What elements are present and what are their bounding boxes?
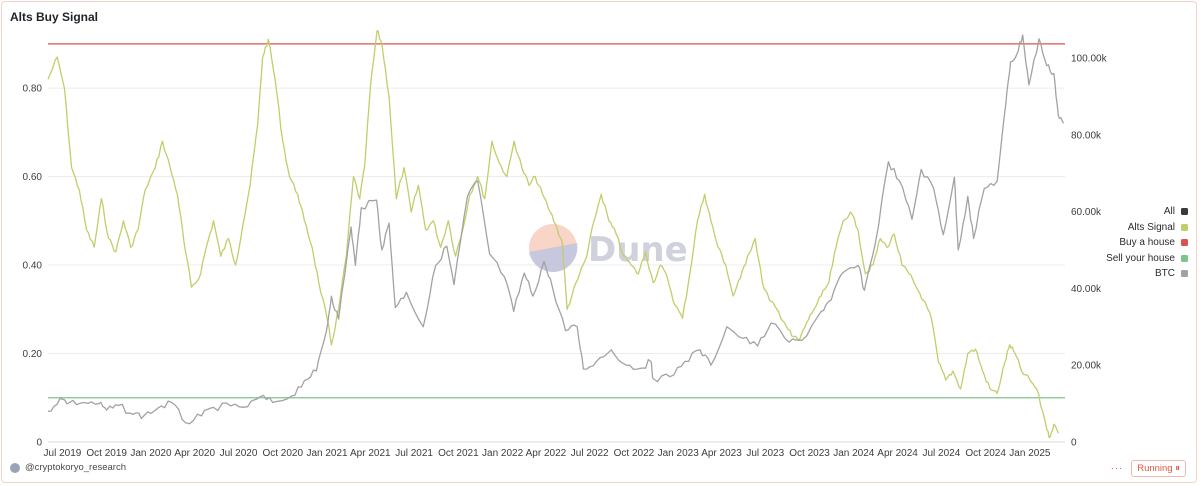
dune-watermark: Dune	[529, 224, 688, 272]
legend-item[interactable]: Buy a house	[1106, 235, 1188, 251]
x-axis: Jul 2019 Oct 2019 Jan 2020 Apr 2020 Jul 2020…	[44, 448, 1051, 459]
x-tick-label: Jul 2023	[746, 448, 784, 459]
legend-label: BTC	[1155, 268, 1175, 280]
x-tick-label: Apr 2021	[350, 448, 391, 459]
avatar	[10, 462, 20, 473]
x-tick-label: Jan 2025	[1009, 448, 1051, 459]
x-tick-label: Jan 2020	[130, 448, 172, 459]
legend-item[interactable]: BTC	[1106, 266, 1188, 282]
legend-swatch	[1181, 254, 1188, 262]
legend-swatch	[1181, 270, 1188, 278]
x-tick-label: Jul 2021	[395, 448, 433, 459]
x-tick-label: Oct 2020	[262, 448, 303, 459]
y-right-tick-label: 20.00k	[1071, 361, 1102, 372]
x-tick-label: Jul 2024	[922, 448, 960, 459]
legend-item[interactable]: Sell your house	[1106, 251, 1188, 267]
x-tick-label: Apr 2023	[701, 448, 742, 459]
status-area: ··· Running ⏸	[1111, 460, 1186, 477]
x-tick-label: Oct 2022	[614, 448, 655, 459]
watermark-text: Dune	[588, 230, 688, 270]
legend-swatch	[1181, 208, 1188, 216]
more-options-icon[interactable]: ···	[1110, 463, 1124, 474]
x-tick-label: Oct 2019	[86, 448, 127, 459]
legend-label: Alts Signal	[1127, 221, 1175, 233]
y-right-tick-label: 80.00k	[1071, 130, 1102, 141]
x-tick-label: Apr 2022	[526, 448, 567, 459]
x-tick-label: Jul 2019	[44, 448, 82, 459]
author-name: @cryptokoryo_research	[25, 462, 126, 473]
x-tick-label: Jul 2022	[571, 448, 609, 459]
y-axis-left: 0 0.20 0.40 0.60 0.80	[23, 84, 43, 449]
legend: All Alts Signal Buy a house Sell your house…	[1106, 204, 1188, 282]
y-right-tick-label: 100.00k	[1071, 54, 1108, 65]
legend-swatch	[1181, 223, 1188, 231]
x-tick-label: Oct 2021	[438, 448, 479, 459]
legend-label: Buy a house	[1119, 237, 1175, 249]
x-tick-label: Jan 2023	[658, 448, 700, 459]
y-right-tick-label: 40.00k	[1071, 284, 1102, 295]
pause-icon: ⏸	[1175, 463, 1180, 474]
y-left-tick-label: 0.40	[23, 261, 43, 272]
chart-title: Alts Buy Signal	[10, 10, 99, 24]
legend-label: All	[1163, 206, 1175, 218]
author-credit[interactable]: @cryptokoryo_research	[10, 462, 126, 473]
running-status-text: Running	[1137, 463, 1173, 474]
x-tick-label: Jan 2021	[306, 448, 348, 459]
y-left-tick-label: 0.20	[23, 349, 43, 360]
btc-series-line	[47, 34, 1065, 425]
y-left-tick-label: 0.60	[23, 172, 43, 183]
y-right-tick-label: 0	[1071, 438, 1077, 449]
running-badge[interactable]: Running ⏸	[1131, 460, 1186, 477]
legend-swatch	[1181, 239, 1188, 247]
legend-label: Sell your house	[1106, 252, 1175, 264]
alts-signal-series-line	[47, 29, 1059, 439]
y-left-tick-label: 0	[36, 438, 42, 449]
x-tick-label: Apr 2024	[877, 448, 918, 459]
reference-lines	[48, 43, 1065, 399]
x-tick-label: Oct 2024	[965, 448, 1006, 459]
y-axis-right: 0 20.00k 40.00k 60.00k 80.00k 100.00k	[1071, 54, 1108, 449]
legend-item[interactable]: Alts Signal	[1106, 220, 1188, 236]
x-tick-label: Jan 2022	[482, 448, 524, 459]
x-tick-label: Jan 2024	[833, 448, 875, 459]
series-lines	[47, 29, 1065, 439]
x-tick-label: Jul 2020	[220, 448, 258, 459]
x-tick-label: Apr 2020	[174, 448, 215, 459]
legend-item[interactable]: All	[1106, 204, 1188, 220]
x-tick-label: Oct 2023	[789, 448, 830, 459]
y-left-tick-label: 0.80	[23, 84, 43, 95]
grid-lines	[48, 87, 1065, 443]
y-right-tick-label: 60.00k	[1071, 207, 1102, 218]
